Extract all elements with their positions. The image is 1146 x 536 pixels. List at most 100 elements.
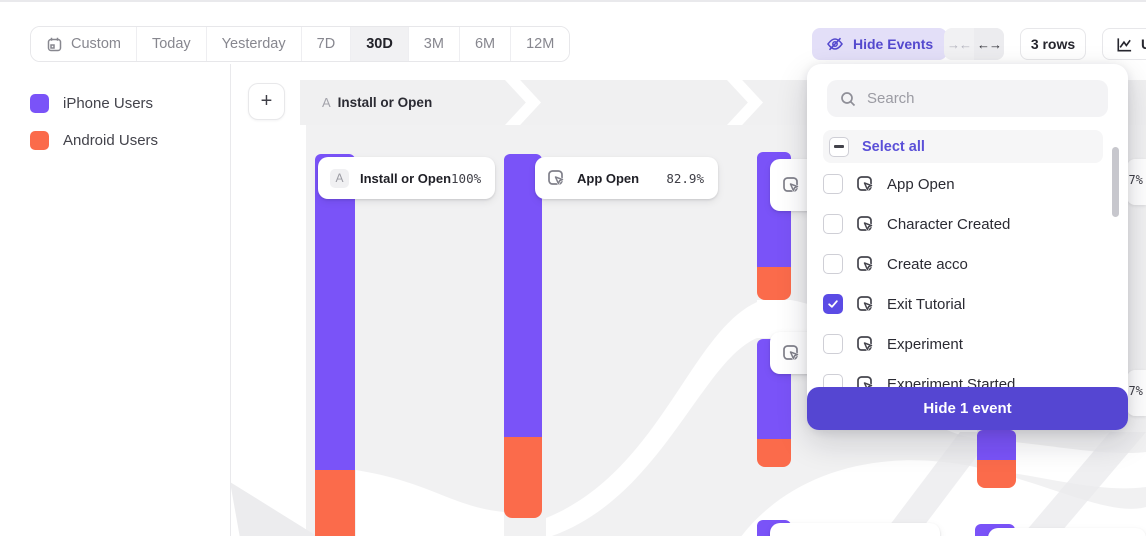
- event-icon: [855, 254, 875, 274]
- iphone-segment[interactable]: [504, 154, 542, 437]
- date-range-option[interactable]: 30D: [351, 27, 409, 61]
- scrollbar-thumb[interactable]: [1112, 147, 1119, 217]
- chart-view-toggle-button[interactable]: U: [1102, 28, 1146, 60]
- event-checkbox[interactable]: [823, 254, 843, 274]
- iphone-segment[interactable]: [315, 154, 355, 470]
- legend-swatch: [30, 94, 49, 113]
- indeterminate-mark: [834, 145, 844, 148]
- step-card-label: App Open: [577, 170, 640, 186]
- event-checkbox[interactable]: [823, 294, 843, 314]
- eye-off-icon: [826, 35, 844, 53]
- legend-item[interactable]: iPhone Users: [30, 94, 158, 113]
- legend-label: iPhone Users: [63, 95, 154, 112]
- legend-item[interactable]: Android Users: [30, 131, 158, 150]
- android-segment[interactable]: [504, 437, 542, 518]
- event-icon: [546, 168, 566, 188]
- date-range-label: 3M: [423, 36, 444, 52]
- date-range-option[interactable]: Custom: [31, 27, 137, 61]
- expand-columns-button[interactable]: ←→: [974, 28, 1004, 60]
- event-icon: [855, 214, 875, 234]
- android-segment[interactable]: [757, 439, 791, 467]
- funnel-bar-step-4-row-2[interactable]: [977, 430, 1016, 488]
- date-range-label: 6M: [474, 36, 496, 52]
- rows-count-button[interactable]: 3 rows: [1020, 28, 1086, 60]
- select-all-row[interactable]: Select all: [823, 130, 1103, 163]
- partial-percentage: 6.7%: [1127, 384, 1143, 398]
- event-icon: [781, 343, 801, 363]
- iphone-segment[interactable]: [977, 430, 1016, 460]
- step-prefix: A: [322, 95, 331, 110]
- android-segment[interactable]: [757, 267, 791, 300]
- legend-swatch: [30, 131, 49, 150]
- chevron-separator: [727, 80, 763, 125]
- date-range-selector: Custom Today: [30, 26, 571, 62]
- date-range-option[interactable]: 7D: [301, 27, 352, 61]
- event-label: App Open: [887, 175, 955, 193]
- event-icon: [855, 334, 875, 354]
- step-card-bottom-1[interactable]: [770, 523, 940, 536]
- add-step-button[interactable]: +: [248, 83, 285, 120]
- search-input[interactable]: [867, 90, 1096, 107]
- event-icon: [855, 174, 875, 194]
- event-list: App Open: [823, 164, 1112, 404]
- step-conversion-value: 82.9%: [666, 170, 704, 186]
- date-range-option[interactable]: 12M: [511, 27, 570, 61]
- event-label: Exit Tutorial: [887, 295, 966, 313]
- event-list-item[interactable]: Experiment: [823, 324, 1112, 364]
- calendar-icon: [46, 36, 63, 53]
- event-label: Character Created: [887, 215, 1011, 233]
- funnel-bar-step-1[interactable]: [315, 154, 355, 536]
- date-range-option[interactable]: 3M: [408, 27, 460, 61]
- step-card-app-open[interactable]: App Open 82.9%: [535, 157, 718, 199]
- android-segment[interactable]: [315, 470, 355, 536]
- date-range-label: Custom: [71, 36, 121, 52]
- date-range-label: Today: [151, 36, 191, 52]
- hide-events-button[interactable]: Hide Events: [812, 28, 948, 60]
- legend-label: Android Users: [63, 132, 159, 149]
- step-letter-badge: A: [330, 168, 349, 188]
- date-range-option[interactable]: 6M: [459, 27, 512, 61]
- event-label: Create acco: [887, 255, 968, 273]
- collapse-columns-button[interactable]: →←: [947, 36, 972, 52]
- step-conversion-value: 100%: [451, 170, 482, 186]
- clipped-step-card: 6.7%: [1127, 370, 1146, 416]
- hide-selected-events-button[interactable]: Hide 1 event: [807, 387, 1128, 430]
- hide-events-dropdown: Select all: [807, 64, 1128, 430]
- hide-events-label: Hide Events: [853, 36, 934, 52]
- event-icon: [855, 294, 875, 314]
- event-icon: [781, 175, 801, 195]
- event-checkbox[interactable]: [823, 174, 843, 194]
- event-checkbox[interactable]: [823, 214, 843, 234]
- step-card-install-or-open[interactable]: A Install or Open 100%: [318, 157, 495, 199]
- date-range-option[interactable]: Yesterday: [206, 27, 302, 61]
- funnel-bar-step-2[interactable]: [504, 154, 542, 518]
- android-segment[interactable]: [977, 460, 1016, 488]
- check-icon: [828, 300, 838, 308]
- date-range-label: 7D: [316, 36, 336, 52]
- event-list-item[interactable]: App Open: [823, 164, 1112, 204]
- event-list-item[interactable]: Character Created: [823, 204, 1112, 244]
- date-range-option[interactable]: Today: [136, 27, 207, 61]
- step-card-bottom-2[interactable]: [988, 528, 1146, 536]
- event-checkbox[interactable]: [823, 334, 843, 354]
- search-icon: [839, 90, 857, 108]
- date-range-label: 12M: [526, 36, 555, 52]
- date-range-label: Yesterday: [221, 36, 286, 52]
- series-legend: iPhone Users Android Users: [30, 94, 158, 168]
- date-range-label: 30D: [366, 36, 393, 52]
- chevron-separator: [505, 80, 541, 125]
- panel-divider: [230, 64, 231, 536]
- step-card-label: Install or Open: [360, 170, 452, 186]
- partial-percentage: 9.7%: [1127, 173, 1143, 187]
- chart-toggle-label: U: [1141, 36, 1146, 52]
- column-width-toggle: →← ←→: [944, 28, 1004, 60]
- select-all-checkbox-indeterminate[interactable]: [829, 136, 849, 157]
- event-label: Experiment: [887, 335, 963, 353]
- clipped-step-card: 9.7%: [1127, 159, 1146, 205]
- step-name: Install or Open: [337, 95, 433, 110]
- select-all-label: Select all: [862, 138, 925, 155]
- event-search[interactable]: [827, 80, 1108, 117]
- event-list-item[interactable]: Exit Tutorial: [823, 284, 1112, 324]
- event-list-item[interactable]: Create acco: [823, 244, 1112, 284]
